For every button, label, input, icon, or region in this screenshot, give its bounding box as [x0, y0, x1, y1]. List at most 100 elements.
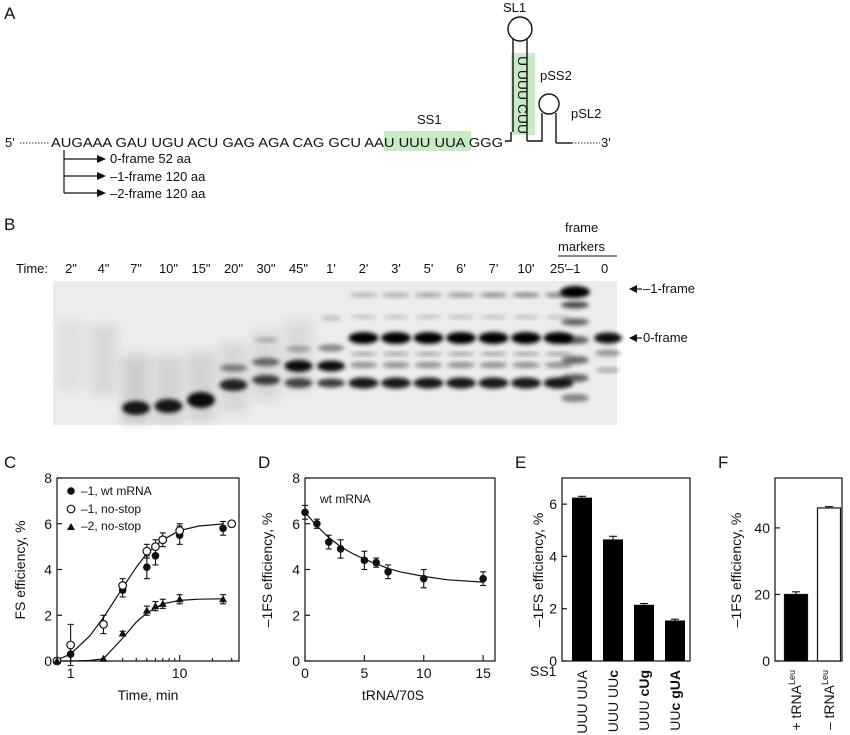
gel-band	[545, 315, 572, 319]
zero-band-label: 0-frame	[643, 330, 688, 345]
gel-band	[544, 362, 573, 368]
panel-c-xlabel: Time, min	[118, 687, 179, 703]
y-tick-label: 0	[44, 653, 52, 669]
product-minus2-frame: –2-frame 120 aa	[110, 186, 206, 201]
y-tick-label: 20	[754, 586, 770, 602]
gel-band	[478, 377, 509, 389]
fit-curve-0	[56, 523, 224, 661]
gel-band	[479, 362, 508, 368]
point-wt	[143, 563, 151, 572]
panel-e-prefix: SS1	[530, 663, 557, 679]
point-minus2	[219, 595, 228, 603]
panel-e-frame	[561, 477, 691, 662]
gel-band	[414, 352, 443, 356]
gel-band	[479, 292, 508, 298]
panel-f: F 0 20 40 –1FS efficiency, % + tRNALeu – tR…	[718, 453, 843, 731]
gel-band	[595, 350, 621, 356]
y-tick-label: 6	[44, 516, 52, 532]
gel-band	[284, 378, 313, 388]
y-tick-label: 4	[292, 562, 300, 578]
time-label: 5'	[424, 261, 434, 276]
psl2-loop	[538, 93, 560, 115]
gel-band	[381, 377, 411, 389]
data-point	[324, 538, 333, 546]
ss1-highlight	[384, 131, 471, 151]
time-label: 6'	[456, 261, 466, 276]
time-label: 15"	[191, 261, 210, 276]
data-point	[419, 574, 428, 583]
sl1-connector	[505, 132, 512, 142]
panel-letter-c: C	[4, 453, 16, 472]
y-tick-label: 2	[44, 607, 52, 623]
gel-band	[511, 377, 541, 389]
gel-band	[594, 332, 622, 344]
five-prime-label: 5'	[5, 135, 15, 150]
y-tick-label: 8	[292, 470, 300, 486]
point-minus2	[151, 602, 160, 610]
panel-c: C 0 2 4 6 8 1 10 FS efficiency, % Time, min –1…	[4, 453, 240, 703]
panel-letter-e: E	[515, 453, 526, 472]
gel-band	[448, 315, 474, 319]
bar-3	[665, 620, 685, 661]
gel-band	[317, 378, 345, 388]
gel-band	[286, 346, 311, 352]
time-label: 2"	[65, 261, 77, 276]
gel-band	[560, 286, 590, 298]
point-minus2	[99, 654, 108, 662]
point-minus2	[142, 606, 151, 614]
legend-item-3: –2, no-stop	[81, 519, 141, 533]
gel-band	[413, 332, 444, 344]
point-nostop	[151, 542, 160, 552]
y-tick-label: 0	[549, 653, 557, 669]
gel-band	[318, 344, 344, 352]
panel-e-ylabel: –1FS efficiency, %	[530, 513, 546, 628]
y-tick-label: 8	[44, 470, 52, 486]
gel-band	[349, 352, 378, 356]
gel-band	[252, 358, 280, 366]
gel-band	[561, 394, 589, 402]
x-tick-label: 1	[67, 665, 75, 681]
legend-item-1: –1, wt mRNA	[81, 484, 152, 498]
frame-markers-label-1: frame	[565, 220, 598, 235]
panel-b: B Time: 2" 4" 7" 10" 15" 20" 30" 45" 1' 2' 3' 5' 6' 7…	[4, 215, 695, 425]
gel-band	[122, 401, 150, 415]
y-tick-label: 0	[762, 653, 770, 669]
psl2-connector	[527, 113, 543, 142]
point-nostop	[227, 519, 237, 529]
category-label-2: U UUU cUg	[636, 670, 652, 735]
gel-band	[511, 332, 541, 344]
gel-band	[348, 377, 379, 389]
fit-curve-1	[57, 598, 224, 662]
panel-a: A 5' AUGAAA GAU UGU ACU GAG AGA CAG GCU …	[4, 0, 611, 201]
gel-band	[513, 315, 539, 319]
data-point	[372, 558, 381, 567]
panel-letter-f: F	[718, 453, 728, 472]
y-tick-label: 0	[292, 653, 300, 669]
gel-band	[512, 362, 540, 368]
pss2-highlight	[511, 53, 535, 135]
data-point	[313, 519, 321, 528]
time-label: 20"	[224, 261, 243, 276]
panel-d-ylabel: –1FS efficiency, %	[259, 513, 275, 628]
gel-band	[478, 332, 509, 344]
gel-band	[317, 360, 345, 372]
gel-band	[447, 362, 475, 368]
gel-band	[561, 374, 589, 382]
x-tick-label: 0	[301, 665, 309, 681]
gel-band	[446, 377, 476, 389]
gel-smear	[154, 355, 183, 425]
gel-band	[415, 315, 442, 319]
zero-band-arrowhead	[629, 334, 637, 342]
gel-band	[414, 292, 443, 298]
data-point	[384, 567, 392, 576]
time-label: 45"	[289, 261, 308, 276]
gel-band	[219, 364, 248, 372]
panel-letter-a: A	[4, 4, 16, 23]
time-label: 10'	[518, 261, 535, 276]
product-arrowhead-1	[97, 172, 106, 180]
y-tick-label: 40	[754, 520, 770, 536]
gel-band	[544, 352, 573, 356]
time-prefix: Time:	[16, 261, 48, 276]
psl2-label: pSL2	[571, 106, 601, 121]
